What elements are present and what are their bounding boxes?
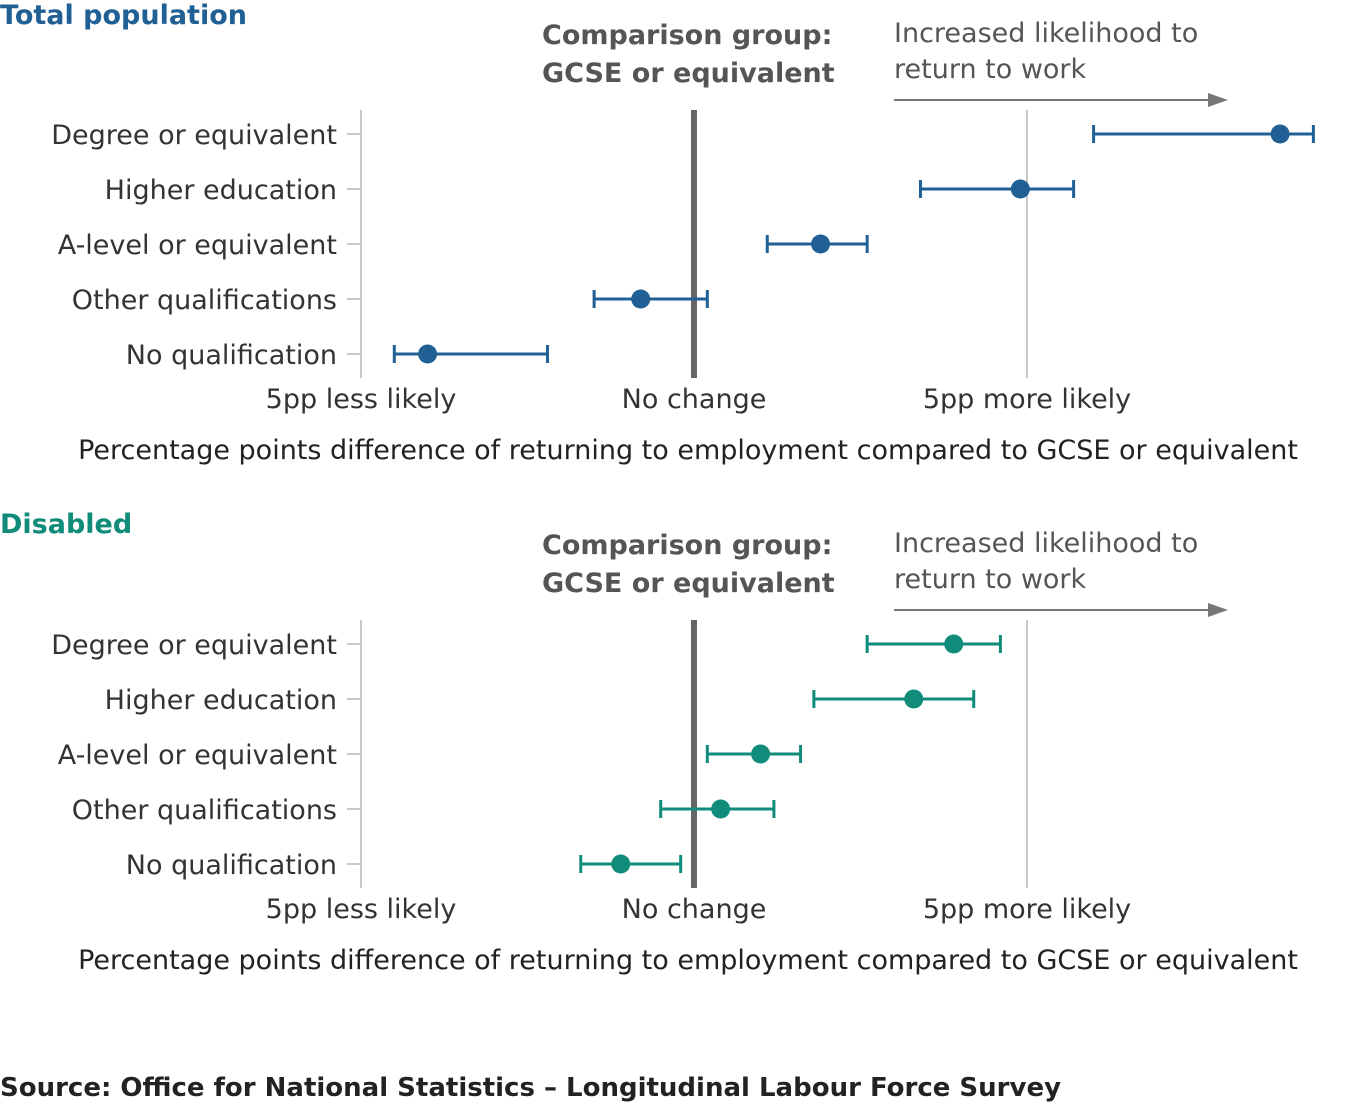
- direction-arrow-head: [1208, 93, 1228, 107]
- panel-title: Total population: [0, 0, 247, 31]
- x-axis-title: Percentage points difference of returnin…: [78, 945, 1298, 976]
- category-label: A-level or equivalent: [58, 740, 337, 771]
- category-label: Higher education: [105, 685, 337, 716]
- comparison-label: GCSE or equivalent: [542, 58, 835, 89]
- x-tick-label: No change: [622, 384, 767, 415]
- data-point: [1270, 124, 1290, 144]
- direction-label: Increased likelihood to: [894, 18, 1198, 49]
- x-tick-label: 5pp more likely: [923, 894, 1131, 925]
- direction-label: return to work: [894, 54, 1087, 85]
- data-point: [944, 634, 964, 654]
- x-tick-label: No change: [622, 894, 767, 925]
- comparison-label: Comparison group:: [542, 530, 832, 561]
- x-tick-label: 5pp less likely: [266, 894, 457, 925]
- data-point: [1010, 179, 1030, 199]
- category-label: Higher education: [105, 175, 337, 206]
- x-tick-label: 5pp more likely: [923, 384, 1131, 415]
- category-label: No qualification: [126, 340, 337, 371]
- data-point: [418, 344, 438, 364]
- data-point: [631, 289, 651, 309]
- data-point: [751, 744, 771, 764]
- chart-panel-2: Disabled Comparison group: GCSE or equival…: [0, 509, 1298, 976]
- data-point: [904, 689, 924, 709]
- data-point: [811, 234, 831, 254]
- data-point: [611, 854, 631, 874]
- source-note: Source: Office for National Statistics –…: [0, 1073, 1061, 1103]
- data-point: [711, 799, 731, 819]
- category-label: No qualification: [126, 850, 337, 881]
- category-label: Degree or equivalent: [51, 120, 337, 151]
- panel-title: Disabled: [0, 509, 132, 540]
- direction-label: Increased likelihood to: [894, 528, 1198, 559]
- chart-panel-1: Total population Comparison group: GCSE or…: [0, 0, 1315, 466]
- category-label: Other qualifications: [72, 285, 337, 316]
- x-tick-label: 5pp less likely: [266, 384, 457, 415]
- category-label: Degree or equivalent: [51, 630, 337, 661]
- comparison-label: GCSE or equivalent: [542, 568, 835, 599]
- direction-arrow-head: [1208, 603, 1228, 617]
- x-axis-title: Percentage points difference of returnin…: [78, 435, 1298, 466]
- category-label: A-level or equivalent: [58, 230, 337, 261]
- category-label: Other qualifications: [72, 795, 337, 826]
- direction-label: return to work: [894, 564, 1087, 595]
- comparison-label: Comparison group:: [542, 20, 832, 51]
